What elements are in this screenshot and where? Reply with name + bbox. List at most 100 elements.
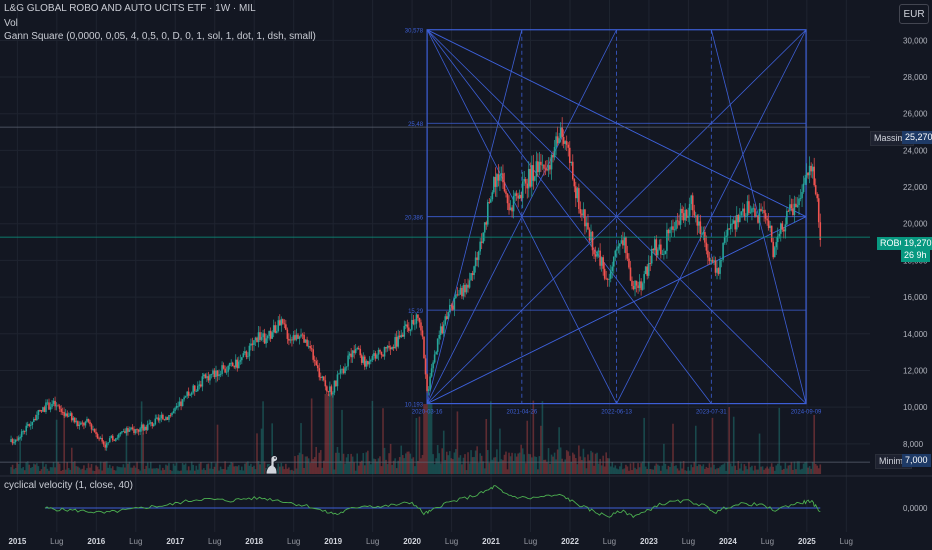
candle-body: [616, 248, 618, 251]
volume-bar: [685, 470, 688, 474]
volume-bar: [70, 447, 73, 474]
indicator-axis-label: 0,0000: [903, 504, 928, 513]
volume-bar: [356, 453, 359, 474]
volume-bar: [108, 464, 111, 474]
candle-body: [160, 414, 163, 419]
volume-bar: [521, 448, 524, 474]
candle-body: [310, 348, 313, 350]
currency-button[interactable]: EUR: [899, 4, 929, 24]
volume-bar: [51, 467, 53, 474]
candle-body: [225, 371, 228, 373]
volume-bar: [740, 463, 743, 474]
candle-body: [735, 214, 738, 230]
candle-body: [84, 421, 87, 426]
candle-body: [527, 168, 530, 189]
price-candles: [10, 117, 822, 451]
volume-bar: [401, 455, 404, 474]
price-axis-label: 16,000: [903, 293, 928, 302]
volume-bar: [467, 452, 469, 474]
candle-body: [25, 425, 28, 432]
candle-body: [541, 164, 544, 166]
candle-body: [435, 351, 437, 355]
volume-bar: [212, 468, 214, 474]
volume-bar: [77, 466, 79, 474]
candle-body: [783, 229, 785, 232]
volume-bar: [254, 469, 257, 474]
volume-bar: [649, 469, 652, 474]
volume-bar: [678, 470, 680, 474]
candle-body: [286, 329, 289, 339]
volume-bar: [461, 464, 463, 474]
candle-body: [599, 250, 601, 266]
volume-bar: [418, 416, 421, 474]
candle-body: [156, 417, 158, 419]
volume-bar: [333, 469, 336, 474]
candle-body: [544, 168, 547, 170]
candle-body: [628, 258, 630, 268]
volume-bar: [392, 460, 395, 474]
volume-bar: [808, 466, 811, 474]
candle-body: [37, 410, 40, 416]
candle-body: [300, 334, 302, 337]
volume-bar: [749, 467, 752, 474]
candle-body: [493, 177, 495, 193]
volume-bar: [527, 453, 530, 474]
volume-bar: [429, 404, 431, 474]
candle-body: [778, 233, 781, 237]
volume-bar: [119, 467, 122, 474]
volume-bar: [713, 464, 715, 474]
volume-bar: [729, 463, 732, 474]
candle-body: [684, 209, 686, 221]
candle-body: [678, 221, 680, 225]
candle-body: [453, 297, 456, 310]
volume-bar: [734, 465, 737, 474]
candle-body: [371, 356, 374, 361]
volume-bar: [673, 466, 676, 474]
candle-body: [125, 428, 128, 434]
candle-body: [186, 391, 188, 397]
volume-bar: [128, 461, 131, 474]
candle-body: [275, 331, 278, 333]
candle-body: [688, 203, 691, 216]
time-axis-label: 2019: [324, 537, 342, 546]
volume-bar: [154, 468, 157, 474]
candle-body: [488, 202, 491, 203]
volume-bar: [751, 465, 753, 474]
volume-bar: [193, 470, 196, 474]
volume-bar: [666, 469, 668, 474]
cyclical-velocity-legend[interactable]: cyclical velocity (1, close, 40): [4, 480, 133, 491]
volume-bar: [297, 455, 299, 474]
time-axis-label: Lug: [287, 537, 300, 546]
candle-body: [118, 434, 120, 438]
candle-body: [731, 223, 734, 225]
volume-bar: [142, 433, 144, 474]
volume-bar: [798, 461, 800, 474]
candle-body: [398, 335, 401, 338]
volume-bar: [69, 469, 72, 474]
volume-bar: [524, 463, 527, 474]
volume-bar: [564, 459, 567, 474]
volume-bar: [29, 467, 32, 474]
volume-bar: [300, 423, 302, 474]
candle-body: [189, 394, 192, 396]
volume-bar: [792, 469, 794, 474]
candle-body: [181, 399, 184, 407]
volume-bar: [233, 466, 236, 474]
volume-legend[interactable]: Vol: [4, 18, 18, 29]
candle-body: [681, 208, 683, 214]
volume-bar: [817, 468, 820, 474]
candle-body: [576, 188, 579, 199]
candle-body: [506, 193, 509, 204]
candle-body: [570, 161, 573, 163]
gann-square-legend[interactable]: Gann Square (0,0000, 0,05, 4, 0,5, 0, D,…: [4, 31, 316, 42]
volume-bar: [810, 468, 812, 474]
volume-bar: [708, 463, 711, 474]
candle-body: [467, 284, 469, 288]
candle-body: [122, 431, 125, 433]
candle-body: [380, 351, 383, 356]
symbol-title[interactable]: L&G GLOBAL ROBO AND AUTO UCITS ETF · 1W …: [4, 3, 256, 14]
volume-bar: [547, 448, 550, 474]
volume-bar: [587, 454, 589, 474]
candle-body: [90, 424, 93, 430]
volume-bar: [819, 464, 822, 474]
